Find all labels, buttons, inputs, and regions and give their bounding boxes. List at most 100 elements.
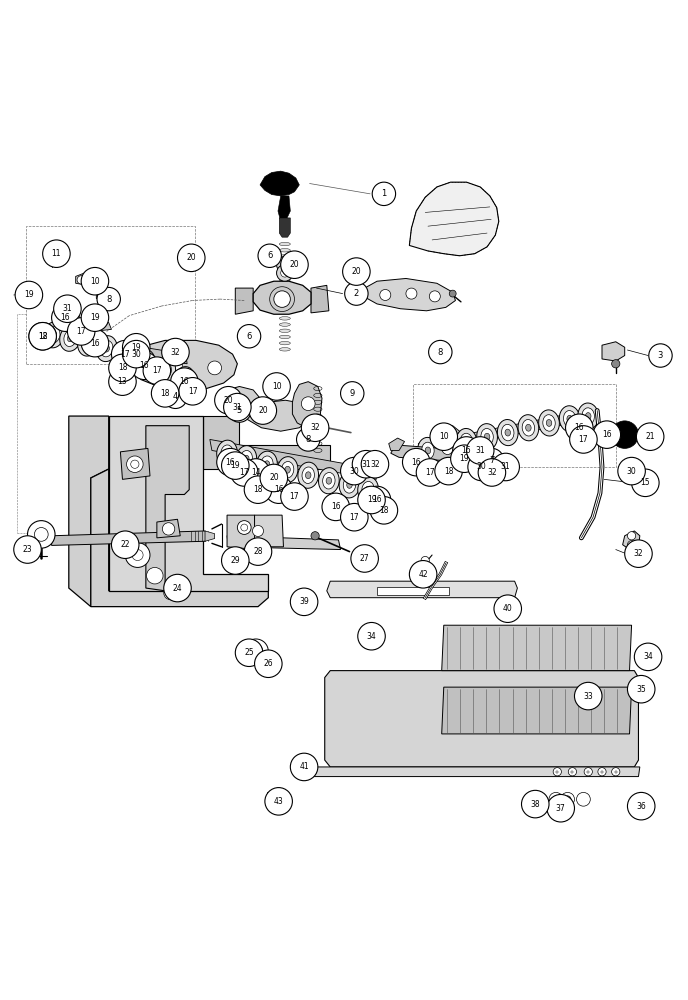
Text: 18: 18 (444, 467, 453, 476)
Circle shape (345, 282, 368, 305)
Circle shape (77, 276, 85, 284)
Circle shape (363, 486, 391, 514)
Circle shape (352, 450, 380, 478)
Circle shape (260, 464, 288, 492)
Text: 10: 10 (439, 432, 449, 441)
Circle shape (81, 267, 109, 295)
Ellipse shape (78, 330, 98, 356)
Ellipse shape (484, 433, 490, 440)
Polygon shape (389, 438, 405, 450)
Circle shape (244, 639, 268, 664)
Text: 20: 20 (269, 473, 279, 482)
Circle shape (468, 453, 495, 481)
Ellipse shape (298, 462, 319, 488)
Ellipse shape (244, 455, 249, 462)
Polygon shape (292, 382, 322, 428)
Circle shape (492, 453, 519, 481)
Text: 16: 16 (372, 495, 382, 504)
Circle shape (54, 295, 81, 322)
Circle shape (281, 261, 289, 269)
Ellipse shape (279, 242, 290, 246)
Text: 31: 31 (63, 304, 72, 313)
Circle shape (164, 574, 191, 602)
Text: 32: 32 (487, 468, 497, 477)
Circle shape (281, 269, 289, 277)
Ellipse shape (174, 367, 195, 393)
Bar (377, 587, 449, 595)
Circle shape (632, 469, 659, 497)
Text: 43: 43 (274, 797, 283, 806)
Circle shape (171, 368, 198, 395)
Circle shape (169, 359, 182, 373)
Ellipse shape (236, 446, 257, 472)
Circle shape (222, 547, 249, 574)
Text: 31: 31 (361, 460, 371, 469)
Circle shape (179, 378, 206, 405)
Circle shape (81, 329, 109, 357)
Ellipse shape (522, 420, 535, 436)
Ellipse shape (326, 477, 332, 484)
Text: 24: 24 (173, 584, 182, 593)
Text: 30: 30 (131, 350, 141, 359)
Circle shape (311, 532, 319, 540)
Ellipse shape (224, 450, 230, 457)
Circle shape (252, 525, 264, 536)
Ellipse shape (178, 371, 191, 388)
Circle shape (131, 352, 158, 380)
Text: 10: 10 (90, 277, 100, 286)
Circle shape (252, 648, 259, 655)
Circle shape (598, 768, 606, 776)
Ellipse shape (305, 472, 311, 479)
Ellipse shape (279, 255, 290, 258)
Ellipse shape (456, 428, 477, 455)
Circle shape (249, 644, 263, 658)
Polygon shape (205, 531, 215, 541)
Polygon shape (91, 469, 268, 607)
Ellipse shape (277, 457, 298, 483)
Circle shape (634, 643, 662, 671)
Circle shape (522, 790, 549, 818)
Circle shape (242, 459, 270, 486)
Circle shape (231, 394, 248, 411)
Circle shape (67, 318, 95, 345)
Text: 16: 16 (411, 458, 421, 467)
Ellipse shape (559, 406, 580, 432)
Circle shape (224, 393, 251, 421)
Polygon shape (227, 515, 256, 550)
Ellipse shape (497, 420, 518, 446)
Polygon shape (310, 767, 640, 777)
Ellipse shape (279, 249, 290, 252)
Ellipse shape (279, 292, 290, 295)
Ellipse shape (502, 424, 514, 441)
Text: 19: 19 (367, 495, 376, 504)
Text: 35: 35 (636, 685, 646, 694)
Ellipse shape (365, 486, 371, 493)
Text: 13: 13 (118, 377, 127, 386)
Text: 18: 18 (160, 389, 170, 398)
Text: 28: 28 (253, 547, 263, 556)
Circle shape (322, 493, 350, 521)
Ellipse shape (477, 424, 497, 450)
Circle shape (297, 428, 320, 451)
Text: 17: 17 (152, 366, 162, 375)
Text: 31: 31 (233, 403, 242, 412)
Polygon shape (76, 272, 93, 285)
Circle shape (611, 421, 638, 448)
Text: 39: 39 (299, 597, 309, 606)
Text: 17: 17 (290, 492, 299, 501)
Circle shape (466, 437, 494, 464)
Circle shape (281, 483, 308, 510)
Polygon shape (109, 416, 268, 591)
Text: 19: 19 (90, 313, 100, 322)
Circle shape (370, 497, 398, 524)
Circle shape (435, 457, 462, 485)
Ellipse shape (441, 438, 453, 455)
Ellipse shape (279, 310, 290, 314)
Circle shape (570, 426, 597, 453)
Text: 36: 36 (636, 802, 646, 811)
Polygon shape (132, 340, 237, 390)
Circle shape (429, 291, 440, 302)
Ellipse shape (425, 447, 431, 454)
Circle shape (281, 251, 308, 278)
Circle shape (125, 543, 150, 567)
